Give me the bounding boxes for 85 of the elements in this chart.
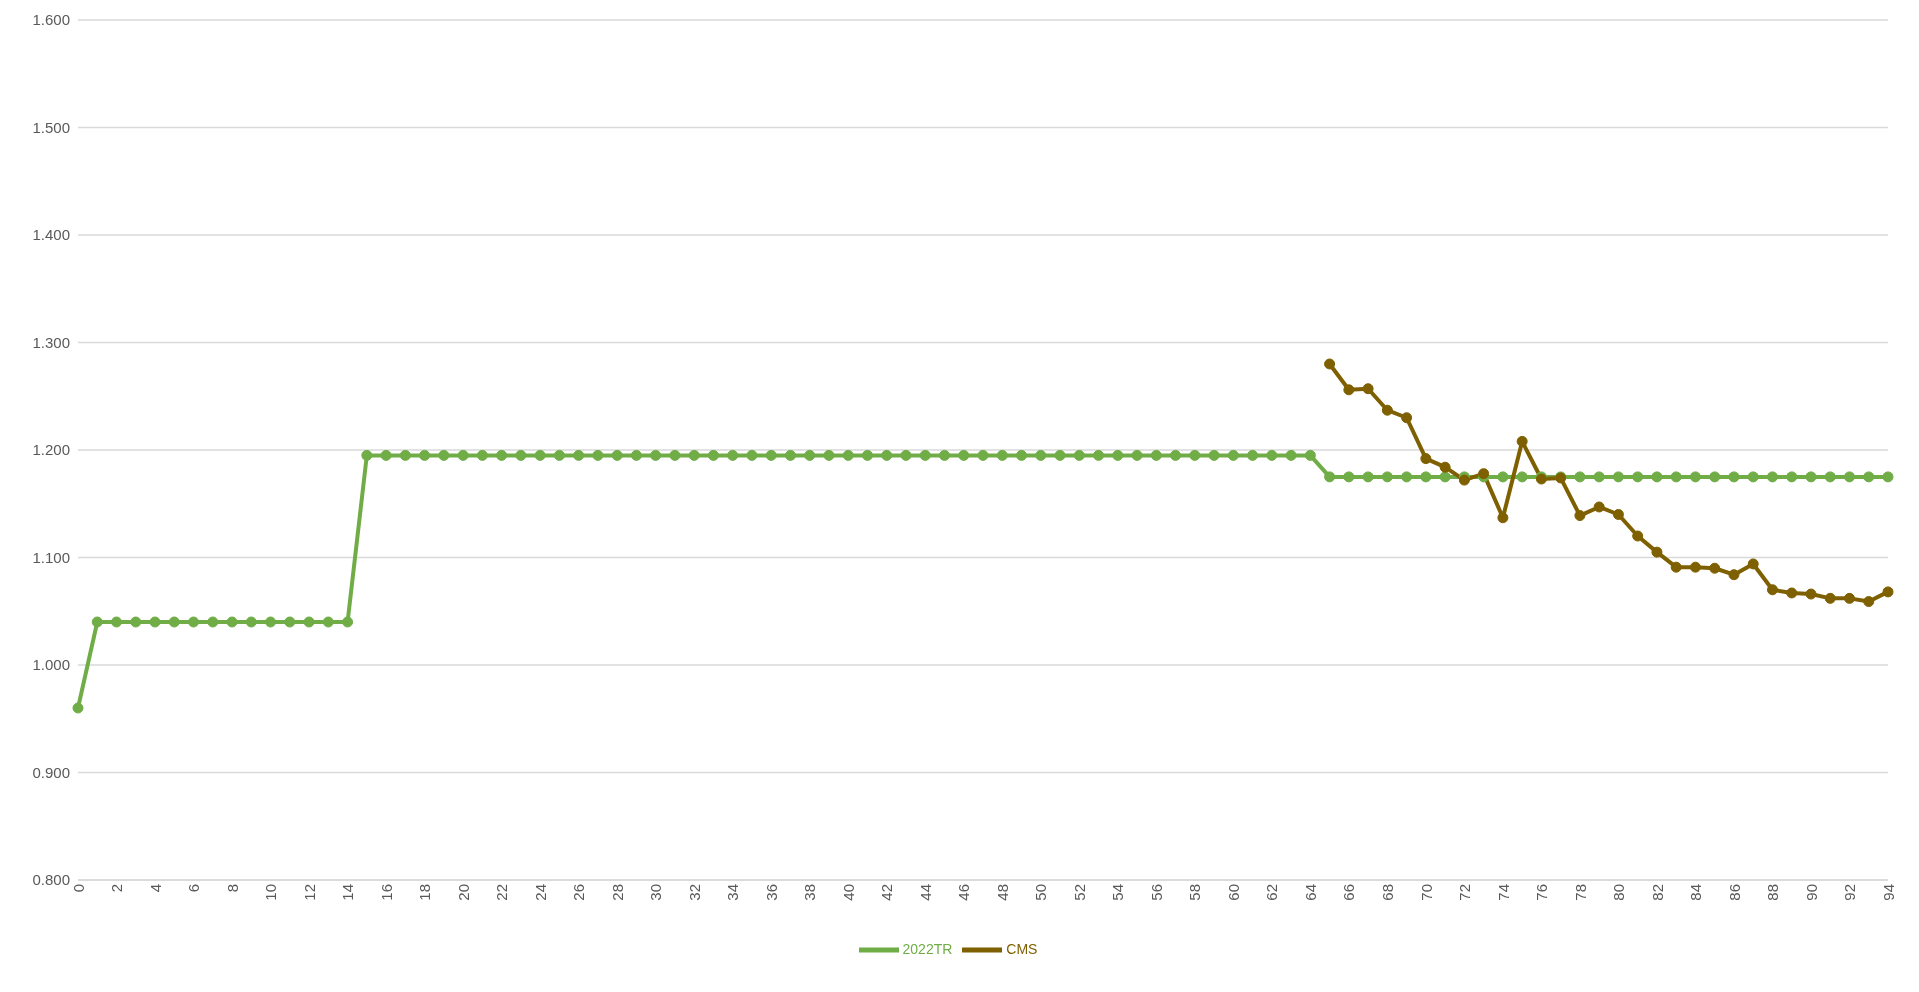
point [1381,404,1393,416]
x-tick-label: 74 [1494,884,1512,901]
x-tick-label: 12 [300,884,318,901]
point [1651,546,1663,558]
x-tick-label: 80 [1610,884,1628,901]
x-tick-label: 56 [1147,884,1165,901]
point [1612,509,1624,520]
x-tick-label: 44 [916,884,934,901]
point [1747,558,1759,570]
y-tick-label: 1.300 [32,333,70,351]
point [1786,587,1798,599]
x-tick-label: 48 [993,884,1011,901]
x-tick-label: 86 [1725,884,1743,901]
point [1805,588,1817,600]
x-tick-label: 24 [531,884,549,901]
x-tick-label: 70 [1417,884,1435,901]
x-tick-label: 20 [454,884,472,901]
x-tick-label: 36 [762,884,780,901]
x-tick-label: 14 [339,884,357,901]
x-tick-label: 84 [1687,884,1705,901]
y-tick-label: 1.000 [32,656,70,674]
x-tick-label: 78 [1571,884,1589,901]
x-tick-label: 26 [570,884,588,901]
point [1401,412,1413,424]
point [1882,586,1894,598]
legend-label: CMS [1006,940,1038,957]
x-tick-label: 52 [1070,884,1088,901]
x-tick-label: 72 [1456,884,1474,901]
point [1420,453,1432,465]
point [1728,569,1740,581]
x-tick-label: 22 [493,884,511,901]
point [1863,596,1875,608]
y-tick-label: 0.900 [32,763,70,781]
point [1689,561,1701,573]
point [1824,592,1836,604]
point [1439,461,1451,473]
x-tick-label: 62 [1263,884,1281,901]
x-tick-label: 32 [685,884,703,901]
x-tick-label: 42 [878,884,896,901]
y-tick-label: 1.200 [32,441,70,459]
point [1516,435,1528,447]
x-tick-label: 92 [1841,884,1859,901]
x-tick-label: 46 [955,884,973,901]
x-tick-label: 28 [608,884,626,901]
y-tick-label: 1.100 [32,548,70,566]
x-tick-label: 4 [146,884,164,893]
point [1324,358,1336,370]
x-tick-label: 10 [262,884,280,901]
y-tick-label: 1.600 [32,11,70,29]
x-tick-label: 0 [69,884,87,893]
point [1593,501,1605,513]
point [1574,510,1586,522]
x-tick-label: 2 [108,884,126,893]
x-tick-label: 34 [724,884,742,901]
x-tick-label: 16 [377,884,395,901]
point [1709,562,1721,574]
x-tick-label: 8 [223,884,241,893]
y-tick-label: 1.500 [32,118,70,136]
x-tick-label: 40 [839,884,857,901]
x-tick-label: 54 [1109,884,1127,901]
point [1632,530,1644,542]
x-tick-label: 68 [1379,884,1397,901]
x-tick-label: 60 [1224,884,1242,901]
y-tick-label: 0.800 [32,871,70,889]
x-tick-label: 58 [1186,884,1204,901]
x-tick-label: 30 [647,884,665,901]
point [1362,383,1374,395]
x-tick-label: 18 [416,884,434,901]
x-tick-label: 50 [1032,884,1050,901]
point [1343,384,1355,396]
point [1843,592,1855,604]
y-tick-label: 1.400 [32,226,70,244]
x-tick-label: 38 [801,884,819,901]
point [1766,584,1778,596]
x-tick-label: 76 [1533,884,1551,901]
x-tick-label: 82 [1648,884,1666,901]
x-tick-label: 6 [185,884,203,893]
x-tick-label: 90 [1802,884,1820,901]
point [1670,561,1682,573]
legend-label: 2022TR [902,940,953,957]
x-tick-label: 66 [1340,884,1358,901]
x-tick-label: 64 [1301,884,1319,901]
x-tick-label: 94 [1879,884,1897,901]
x-tick-label: 88 [1764,884,1782,901]
point [1497,512,1509,524]
